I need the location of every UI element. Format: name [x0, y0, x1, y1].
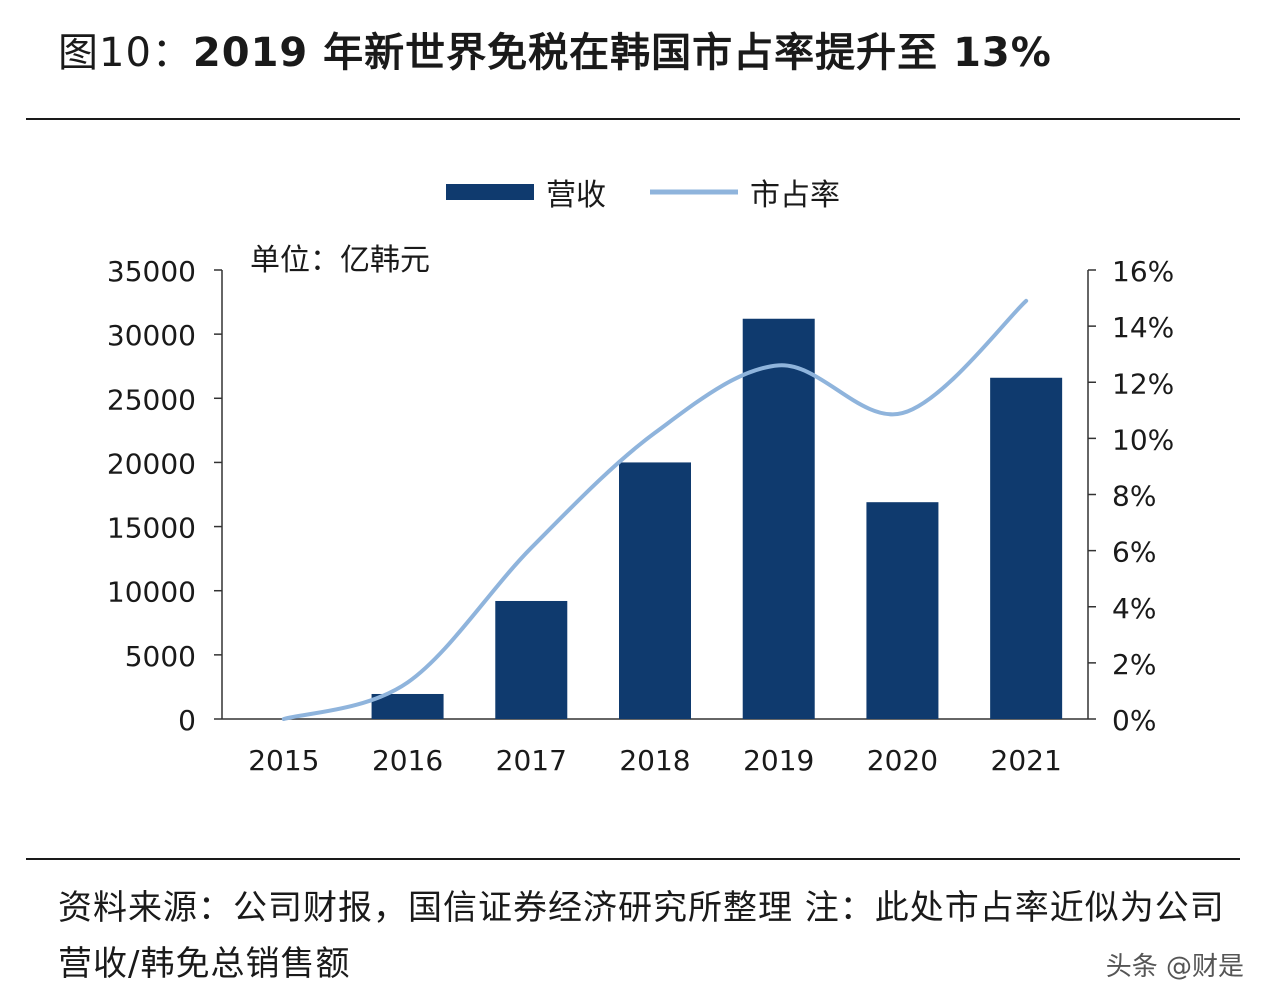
line-series — [281, 298, 1029, 721]
right-axis-tick-label: 4% — [1112, 592, 1156, 625]
right-axis-tick-label: 0% — [1112, 704, 1156, 737]
bar-revenue — [742, 318, 815, 719]
right-axis-tick-label: 12% — [1112, 367, 1174, 400]
legend: 营收 市占率 — [446, 178, 840, 213]
top-rule — [26, 118, 1240, 120]
figure-number: 图10： — [58, 30, 193, 76]
x-axis-tick-label: 2016 — [372, 744, 443, 777]
source-note: 资料来源：公司财报，国信证券经济研究所整理 注：此处市占率近似为公司营收/韩免总… — [58, 888, 1225, 984]
left-axis-tick-label: 35000 — [107, 255, 196, 288]
bottom-rule — [26, 858, 1240, 860]
left-axis-tick-label: 5000 — [125, 640, 196, 673]
legend-swatch-revenue — [446, 184, 534, 200]
left-axis-tick-label: 30000 — [107, 319, 196, 352]
right-axis-tick-label: 10% — [1112, 423, 1174, 456]
bar-revenue — [619, 462, 691, 719]
left-axis-tick-label: 10000 — [107, 576, 196, 609]
left-axis-tick-label: 20000 — [107, 447, 196, 480]
x-axis-tick-label: 2018 — [619, 744, 690, 777]
legend-label-revenue: 营收 — [546, 178, 606, 213]
bar-revenue — [495, 600, 568, 719]
legend-label-market-share: 市占率 — [750, 178, 840, 213]
x-axis-tick-label: 2019 — [743, 744, 814, 777]
title-text: 2019 年新世界免税在韩国市占率提升至 13% — [192, 30, 1052, 76]
x-axis-tick-label: 2020 — [867, 744, 938, 777]
chart-area: 营收 市占率 单位：亿韩元 0 5000 10000 15000 20000 25000 30… — [107, 178, 1174, 777]
chart-title: 图10：2019 年新世界免税在韩国市占率提升至 13% — [58, 20, 1052, 78]
x-axis-labels: 2015 2016 2017 2018 2019 2020 2021 — [248, 744, 1062, 777]
unit-label: 单位：亿韩元 — [250, 243, 430, 278]
right-axis-tick-label: 6% — [1112, 536, 1156, 569]
bar-revenue — [990, 377, 1063, 719]
right-axis-tick-label: 14% — [1112, 311, 1174, 344]
watermark: 头条 @财是 — [1105, 952, 1244, 982]
x-axis-tick-label: 2015 — [248, 744, 319, 777]
left-axis-tick-label: 15000 — [107, 512, 196, 545]
right-axis-tick-label: 8% — [1112, 480, 1156, 513]
left-axis-tick-label: 0 — [178, 704, 196, 737]
bar-series — [371, 318, 1063, 719]
x-axis-tick-label: 2017 — [496, 744, 567, 777]
x-axis-tick-label: 2021 — [991, 744, 1062, 777]
axes: 0 5000 10000 15000 20000 25000 30000 35000 0% 2% 4… — [107, 255, 1174, 737]
bar-revenue — [866, 502, 939, 719]
bar-revenue — [371, 693, 444, 719]
right-axis-tick-label: 2% — [1112, 648, 1156, 681]
right-axis-tick-label: 16% — [1112, 255, 1174, 288]
left-axis-tick-label: 25000 — [107, 383, 196, 416]
